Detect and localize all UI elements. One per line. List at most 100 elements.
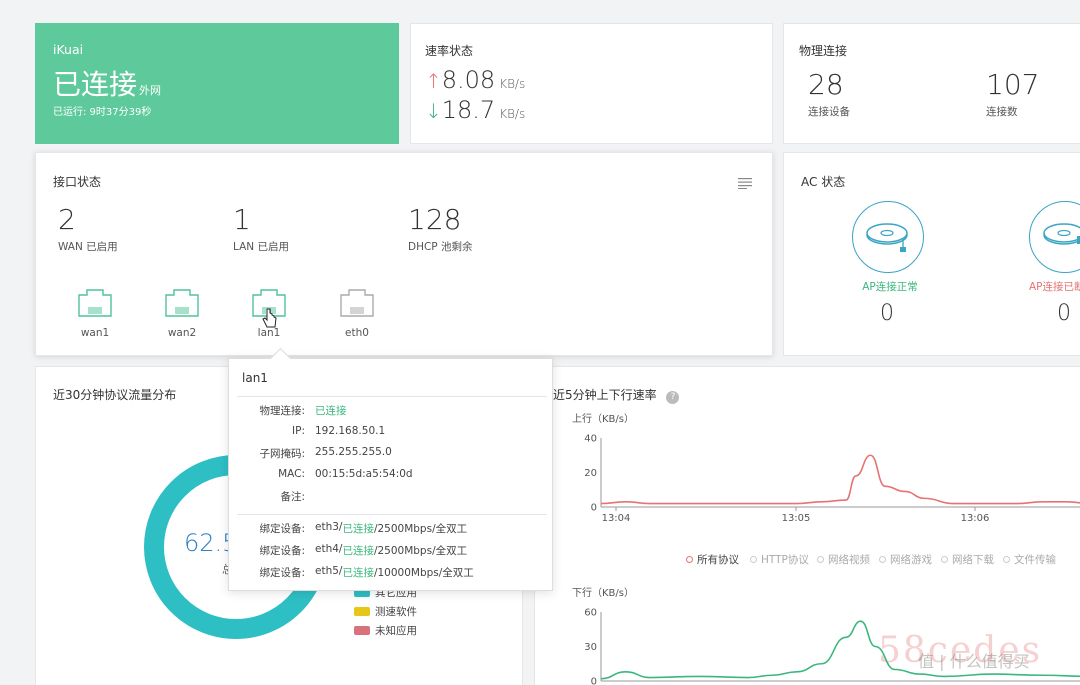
legend-swatch	[354, 607, 370, 616]
arrow-down-icon: ↓	[425, 99, 442, 123]
hand-cursor-icon	[262, 308, 277, 328]
protocol-filter-1[interactable]: HTTP协议	[750, 552, 809, 567]
port-label: lan1	[257, 327, 281, 339]
binding-status: 已连接	[342, 523, 374, 535]
tooltip-key: IP:	[292, 424, 305, 437]
wan-count: 2	[58, 203, 76, 236]
ac-card-title: AC 状态	[801, 175, 846, 189]
tooltip-binding-row: 绑定设备: eth5/已连接/10000Mbps/全双工	[229, 565, 474, 580]
x-tick-label: 13:04	[602, 513, 631, 524]
lan-count: 1	[233, 203, 251, 236]
protocol-filter-0[interactable]: 所有协议	[686, 552, 739, 567]
tooltip-row: 物理连接: 已连接	[229, 403, 346, 418]
rate-chart-title: 近5分钟上下行速率 ?	[553, 386, 680, 404]
tooltip-key: 绑定设备:	[259, 545, 305, 557]
y-tick-label: 30	[584, 642, 597, 653]
rate-charts: 上行（KB/s） 0 20 40 13:04 13:05 13:06 下行（KB/s） 0 30 6…	[572, 412, 1080, 685]
port-0-icon[interactable]	[76, 287, 114, 319]
router-status-card: iKuai 已连接 外网 已运行: 9时37分39秒	[35, 23, 399, 144]
radio-icon	[1003, 556, 1010, 563]
dhcp-label: DHCP 池剩余	[408, 241, 473, 253]
tooltip-row: IP: 192.168.50.1	[229, 425, 385, 437]
legend-label: 测速软件	[375, 606, 417, 618]
connection-status: 已连接 外网	[53, 68, 162, 101]
rate-status-card: 速率状态 ↑ 8.08 KB/s ↓ 18.7 KB/s	[410, 23, 773, 144]
ap-bad-label: AP连接已断	[1029, 281, 1080, 293]
connections-count: 107	[986, 68, 1040, 101]
brand-label: iKuai	[53, 42, 84, 57]
rate-chart-card: 近5分钟上下行速率 ?	[534, 366, 1080, 685]
tooltip-key: 绑定设备:	[259, 523, 305, 535]
tooltip-row: 备注:	[229, 489, 315, 504]
legend-item[interactable]: 未知应用	[354, 623, 417, 638]
binding-prefix: eth3/	[315, 521, 343, 533]
binding-status: 已连接	[342, 567, 374, 579]
lan1-tooltip: lan1 物理连接: 已连接 IP: 192.168.50.1 子网掩码: 255.255…	[228, 358, 553, 591]
tooltip-row: MAC: 00:15:5d:a5:54:0d	[229, 468, 413, 480]
binding-suffix: /2500Mbps/全双工	[373, 523, 468, 535]
legend-item[interactable]: 测速软件	[354, 604, 417, 619]
download-rate: ↓ 18.7 KB/s	[425, 96, 526, 124]
wan-label: WAN 已启用	[58, 241, 118, 253]
binding-status: 已连接	[342, 545, 374, 557]
phys-card-title: 物理连接	[799, 44, 848, 58]
protocol-filter-2[interactable]: 网络视频	[817, 552, 870, 567]
devices-count: 28	[808, 68, 844, 101]
legend-swatch	[354, 588, 370, 597]
ap-ok-icon	[852, 201, 924, 273]
series-line	[600, 454, 1080, 505]
question-icon[interactable]: ?	[666, 391, 680, 404]
binding-prefix: eth4/	[315, 543, 343, 555]
tooltip-divider	[237, 396, 547, 397]
tooltip-key: 备注:	[280, 491, 305, 503]
binding-suffix: /2500Mbps/全双工	[373, 545, 468, 557]
list-icon[interactable]	[738, 177, 752, 189]
ap-ok-label: AP连接正常	[862, 281, 918, 293]
upload-rate: ↑ 8.08 KB/s	[425, 66, 526, 94]
tooltip-key: 子网掩码:	[259, 448, 305, 460]
watermark-sub: 值 | 什么值得买	[918, 652, 1030, 671]
chart-ylabel: 下行（KB/s）	[572, 586, 634, 599]
protocol-card-title: 近30分钟协议流量分布	[53, 388, 177, 402]
series-line	[600, 620, 1080, 680]
tooltip-title: lan1	[242, 371, 268, 385]
x-tick-label: 13:06	[961, 513, 990, 524]
tooltip-key: MAC:	[278, 467, 305, 480]
wan-tag: 外网	[139, 84, 162, 97]
port-1-icon[interactable]	[163, 287, 201, 319]
protocol-filter-3[interactable]: 网络游戏	[879, 552, 932, 567]
radio-icon	[879, 556, 886, 563]
tooltip-binding-row: 绑定设备: eth4/已连接/2500Mbps/全双工	[229, 543, 467, 558]
radio-icon	[817, 556, 824, 563]
devices-label: 连接设备	[808, 106, 850, 118]
port-label: wan2	[167, 327, 197, 339]
tooltip-value: 255.255.255.0	[315, 446, 392, 458]
ap-ok-count: 0	[880, 301, 894, 326]
ap-bad-count: 0	[1057, 301, 1071, 326]
radio-icon	[941, 556, 948, 563]
radio-icon	[686, 556, 693, 563]
y-tick-label: 20	[584, 468, 597, 479]
uptime-text: 已运行: 9时37分39秒	[53, 107, 152, 118]
dhcp-count: 128	[408, 203, 462, 236]
tooltip-binding-row: 绑定设备: eth3/已连接/2500Mbps/全双工	[229, 521, 467, 536]
binding-suffix: /10000Mbps/全双工	[373, 567, 474, 579]
connections-label: 连接数	[986, 106, 1018, 118]
port-3-icon[interactable]	[338, 287, 376, 319]
x-tick-label: 13:05	[782, 513, 811, 524]
protocol-filter-5[interactable]: 文件传输	[1003, 552, 1056, 567]
chart-ylabel: 上行（KB/s）	[572, 412, 634, 425]
arrow-up-icon: ↑	[425, 69, 442, 93]
tooltip-key: 绑定设备:	[259, 567, 305, 579]
ac-status-card: AC 状态 AP连接正常 0 AP连接已断 0	[783, 152, 1080, 356]
tooltip-divider	[237, 514, 547, 515]
tooltip-row: 子网掩码: 255.255.255.0	[229, 446, 392, 461]
radio-icon	[750, 556, 757, 563]
ap-disconnected-icon	[1029, 201, 1080, 273]
iface-card-title: 接口状态	[53, 175, 102, 189]
protocol-filter-4[interactable]: 网络下载	[941, 552, 994, 567]
interface-status-card: 接口状态 2 WAN 已启用 1 LAN 已启用 128 DHCP 池剩余 wa…	[35, 152, 773, 356]
tooltip-value: 192.168.50.1	[315, 424, 386, 437]
y-tick-label: 60	[584, 608, 597, 619]
lan-label: LAN 已启用	[233, 241, 289, 253]
